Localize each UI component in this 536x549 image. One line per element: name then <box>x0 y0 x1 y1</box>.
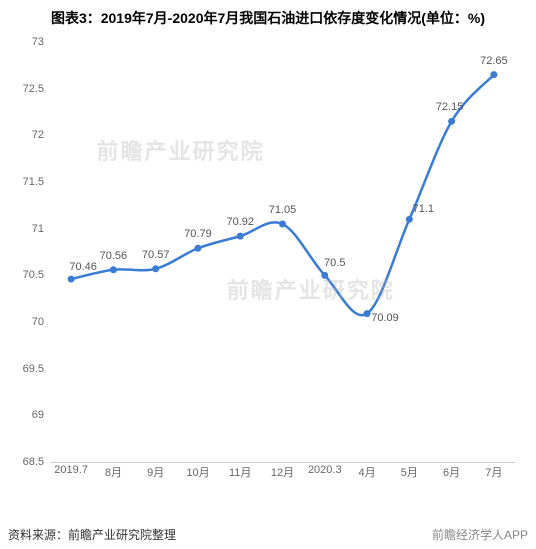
x-baseline <box>50 462 515 463</box>
series-line <box>71 75 494 316</box>
chart-area: 68.56969.57070.57171.57272.573 前瞻产业研究院 前… <box>10 32 520 492</box>
source-label: 资料来源：前瞻产业研究院整理 <box>8 526 176 543</box>
y-tick: 73 <box>32 36 44 48</box>
data-label: 70.92 <box>226 216 254 228</box>
y-tick: 72 <box>32 129 44 141</box>
x-tick: 5月 <box>401 464 418 480</box>
x-tick: 9月 <box>147 464 164 480</box>
y-tick: 68.5 <box>23 456 44 468</box>
plot-region: 前瞻产业研究院 前瞻产业研究院 70.4670.5670.5770.7970.9… <box>50 42 515 462</box>
y-tick: 72.5 <box>23 83 44 95</box>
data-label: 71.05 <box>269 204 297 216</box>
data-marker <box>490 71 497 78</box>
chart-title: 图表3：2019年7月-2020年7月我国石油进口依存度变化情况(单位：%) <box>0 0 536 32</box>
y-tick: 71.5 <box>23 176 44 188</box>
data-marker <box>194 245 201 252</box>
x-tick: 2020.3 <box>308 464 342 476</box>
x-tick: 10月 <box>186 464 209 480</box>
y-axis: 68.5 69 69.5 70 70.5 71 71.5 72 72.5 73 <box>10 32 48 492</box>
data-marker <box>152 265 159 272</box>
data-marker <box>364 310 371 317</box>
data-label: 72.15 <box>436 101 464 113</box>
x-tick: 12月 <box>271 464 294 480</box>
x-tick: 6月 <box>443 464 460 480</box>
data-marker <box>448 118 455 125</box>
y-tick: 69 <box>32 409 44 421</box>
data-label: 71.1 <box>413 203 434 215</box>
data-label: 72.65 <box>480 55 508 67</box>
data-label: 70.09 <box>371 312 399 324</box>
y-tick: 70 <box>32 316 44 328</box>
app-credit: 前瞻经济学人APP <box>432 526 528 543</box>
data-marker <box>321 272 328 279</box>
data-marker <box>279 221 286 228</box>
data-marker <box>110 266 117 273</box>
data-marker <box>406 216 413 223</box>
y-tick: 71 <box>32 223 44 235</box>
x-tick: 4月 <box>358 464 375 480</box>
x-tick: 11月 <box>229 464 251 480</box>
x-tick: 7月 <box>485 464 502 480</box>
data-label: 70.79 <box>184 228 212 240</box>
y-tick: 69.5 <box>23 363 44 375</box>
data-label: 70.46 <box>69 261 97 273</box>
data-label: 70.56 <box>100 250 128 262</box>
x-tick: 2019.7 <box>54 464 88 476</box>
data-marker <box>68 276 75 283</box>
y-tick: 70.5 <box>23 269 44 281</box>
data-label: 70.5 <box>324 257 345 269</box>
x-axis: 2019.7 8月 9月 10月 11月 12月 2020.3 4月 5月 6月 7月 <box>50 464 515 484</box>
data-label: 70.57 <box>142 249 170 261</box>
data-marker <box>237 233 244 240</box>
x-tick: 8月 <box>105 464 122 480</box>
